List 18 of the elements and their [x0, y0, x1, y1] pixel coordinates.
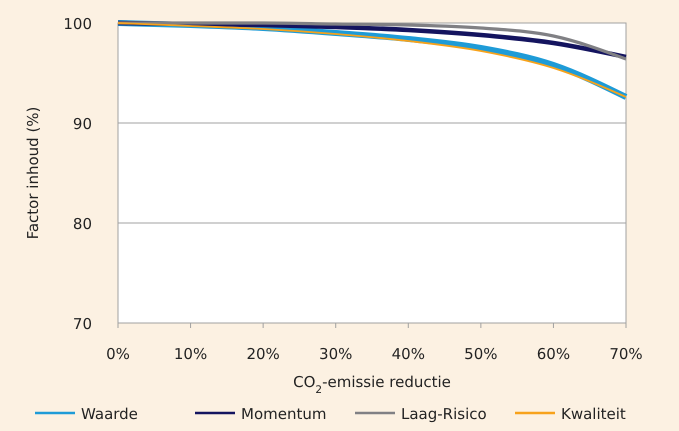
x-tick-label: 20%: [246, 345, 280, 363]
x-tick-label: 70%: [609, 345, 643, 363]
x-tick-label: 30%: [319, 345, 352, 363]
legend-label: Waarde: [81, 405, 138, 423]
y-tick-label: 80: [72, 215, 92, 233]
y-axis-title: Factor inhoud (%): [24, 106, 42, 240]
x-tick-label: 50%: [464, 345, 498, 363]
x-tick-label: 10%: [174, 345, 208, 363]
legend-label: Momentum: [241, 405, 326, 423]
x-tick-label: 0%: [106, 345, 130, 363]
legend-label: Laag-Risico: [401, 405, 487, 423]
y-tick-label: 90: [72, 115, 92, 133]
x-axis-title: CO$_{2}$-emissie reductie: [293, 373, 451, 396]
y-tick-label: 100: [63, 15, 92, 33]
x-tick-label: 40%: [392, 345, 425, 363]
y-tick-label: 70: [72, 315, 92, 333]
x-tick-label: 60%: [536, 345, 570, 363]
legend-label: Kwaliteit: [561, 405, 626, 423]
